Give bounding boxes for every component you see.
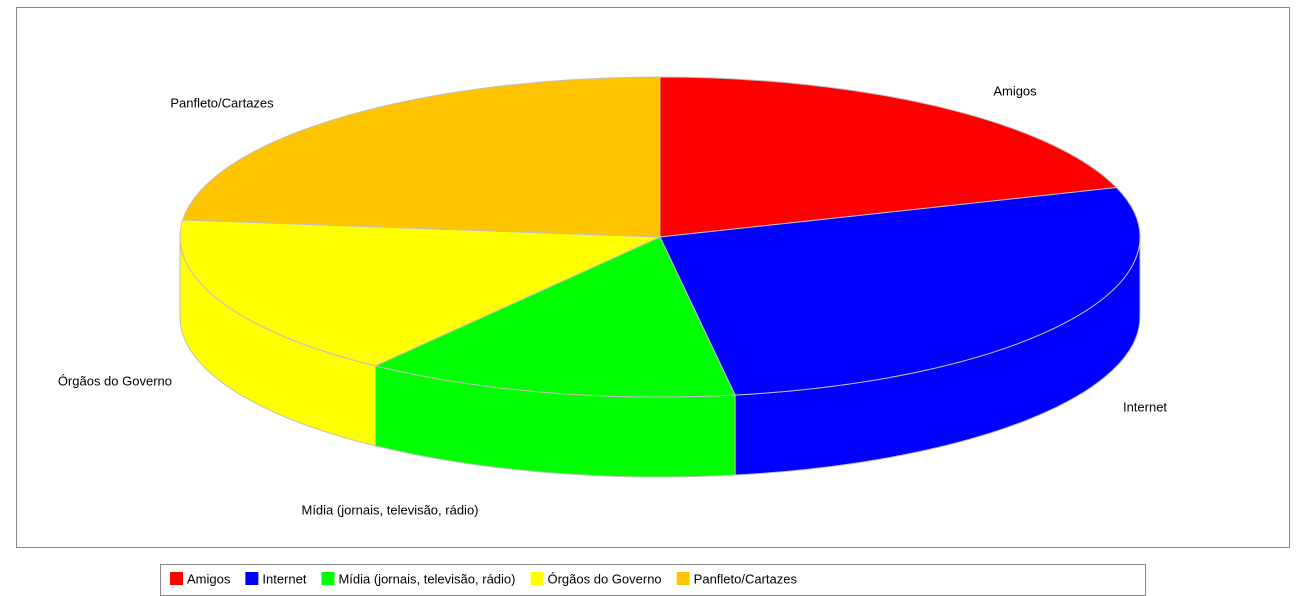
legend: Amigos Internet Mídia (jornais, televisão,…	[170, 571, 798, 586]
legend-swatch	[530, 572, 544, 585]
legend-label: Órgãos do Governo	[547, 571, 661, 586]
legend-swatch	[676, 572, 690, 585]
legend-swatch	[245, 572, 259, 585]
legend-label: Amigos	[187, 571, 231, 586]
labels: Amigos Internet Mídia (jornais, televisão,…	[58, 83, 1168, 517]
slice	[182, 76, 661, 238]
slice	[659, 187, 1141, 396]
slice	[659, 76, 1118, 238]
slice-label: Amigos	[993, 83, 1037, 98]
legend-label: Internet	[262, 571, 306, 586]
slice-label: Internet	[1123, 399, 1167, 414]
slice-label: Panfleto/Cartazes	[170, 95, 274, 110]
legend-label: Mídia (jornais, televisão, rádio)	[338, 571, 515, 586]
legend-swatch	[170, 572, 183, 585]
slice	[179, 219, 661, 367]
legend-label: Panfleto/Cartazes	[694, 571, 798, 586]
slice	[373, 236, 736, 398]
pie	[179, 76, 1141, 478]
slice-label: Mídia (jornais, televisão, rádio)	[301, 502, 478, 517]
legend-swatch	[321, 572, 335, 585]
slice-label: Órgãos do Governo	[58, 373, 172, 388]
